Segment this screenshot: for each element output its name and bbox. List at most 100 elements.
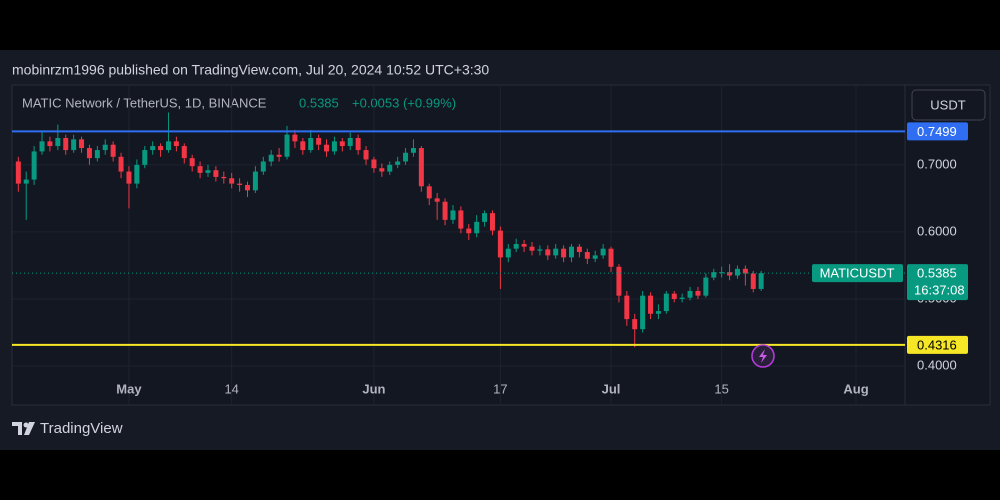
logo-dot [23,422,29,428]
candle-body [23,179,29,184]
candle-body [86,148,92,159]
level-label-box [907,122,968,141]
candle-body [339,141,345,147]
candle-body [308,137,314,151]
chart-title: MATIC Network / TetherUS, 1D, BINANCE [22,95,267,110]
candle-body [482,213,488,222]
y-tick-label: 0.6000 [917,223,957,238]
candle-body [655,311,661,314]
candle-body [742,268,748,274]
candle-body [403,152,409,162]
candle-body [379,168,385,172]
candle-body [268,154,274,162]
candle-body [750,273,756,289]
candle-body [679,297,685,300]
candle-body [727,272,733,276]
candle-body [489,213,495,231]
candle-body [47,141,53,147]
candle-body [252,171,258,191]
candle-body [458,210,464,229]
symbol-label: MATICUSDT [820,266,895,281]
candle-body [126,171,132,184]
candle-body [537,249,543,251]
candle-body [387,164,393,172]
candle-body [640,295,646,330]
logo-t [12,422,22,435]
candle-body [55,137,61,147]
candle-body [608,248,614,267]
candle-body [260,161,266,172]
level-label-box [907,335,968,354]
candle-body [134,164,140,184]
candle-body [434,198,440,202]
candle-body [79,139,85,149]
price-label: 0.5385 [917,266,957,281]
x-tick-label: 17 [493,381,507,396]
candle-body [284,134,290,157]
brand-name: TradingView [40,420,123,437]
candle-body [418,148,424,187]
candle-body [719,272,725,274]
candle-body [758,273,764,289]
countdown-label: 16:37:08 [914,283,965,298]
byline: mobinrzm1996 published on TradingView.co… [12,62,489,78]
candle-body [695,290,701,296]
candle-body [687,290,693,298]
candle-body [474,221,480,234]
candle-body [553,248,559,256]
candle-body [31,151,37,180]
candle-body [600,248,606,256]
candle-body [205,170,211,173]
x-tick-label: Jul [602,381,621,396]
candle-body [213,170,219,177]
candle-body [142,150,148,165]
candle-body [102,144,108,151]
candle-body [15,161,21,184]
candle-body [94,150,100,159]
icon-bolt[interactable] [759,349,767,363]
candle-body [497,230,503,258]
overlay: 0.7499 0.4316 MATICUSDT 0.5385 16:37:08 [812,122,968,354]
legend-change: +0.0053 (+0.99%) [352,95,456,110]
x-tick-label: 14 [224,381,238,396]
currency-label[interactable]: USDT [930,97,965,112]
candle-body [529,246,535,251]
candle-body [165,141,171,151]
candle-body [118,156,124,172]
lightning-icon[interactable] [751,344,775,368]
candle-body [632,319,638,330]
candle-body [584,252,590,259]
candle-body [466,228,472,234]
level-label: 0.4316 [917,337,957,352]
candle-body [150,146,156,151]
candle-body [355,137,361,151]
candle-body [300,141,306,151]
candle-body [237,183,243,185]
candle-body [71,139,77,151]
legend-price: 0.5385 [299,95,339,110]
candle-body [711,272,717,278]
logo-v [24,422,35,435]
price-box [907,264,968,301]
candle-body [197,166,203,173]
candle-body [189,158,195,167]
candle-body [244,184,250,191]
brand-logo [12,422,35,435]
currency-button[interactable] [911,89,986,121]
candle-body [181,146,187,159]
x-tick-label: May [116,381,142,396]
candle-body [561,248,567,258]
candle-body [576,246,582,253]
candle-body [110,144,116,157]
candle-body [39,141,45,152]
candle-body [505,248,511,258]
candle-body [663,293,669,312]
candle-body [545,249,551,256]
candle-body [648,295,654,314]
x-tick-label: Jun [362,381,385,396]
candle-body [703,277,709,296]
x-tick-label: 15 [714,381,728,396]
y-tick-label: 0.7000 [917,156,957,171]
candle-body [592,255,598,259]
